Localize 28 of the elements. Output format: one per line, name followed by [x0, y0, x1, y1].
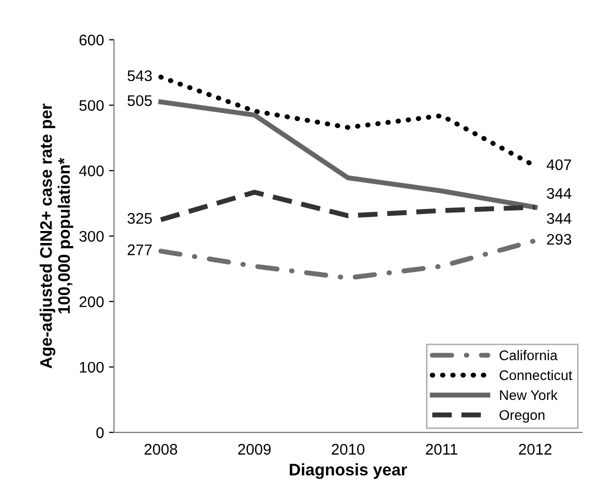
x-tick-label: 2009 — [238, 444, 271, 455]
x-tick-label: 2008 — [144, 444, 178, 455]
legend-label: New York — [500, 390, 558, 400]
y-tick-label: 300 — [79, 230, 104, 242]
x-tick-label: 2010 — [332, 444, 364, 455]
data-label: 344 — [546, 188, 572, 199]
y-tick-label: 500 — [79, 100, 104, 111]
data-label: 293 — [547, 234, 572, 245]
data-label: 407 — [546, 159, 572, 170]
legend-label: Oregon — [500, 410, 544, 423]
y-axis-title: Age-adjusted CIN2+ case rate per 100,000 population* — [40, 104, 74, 368]
line-series — [158, 238, 538, 280]
data-label: 344 — [546, 213, 572, 224]
data-label: 505 — [128, 95, 152, 106]
legend-label: Connecticut — [500, 370, 572, 380]
data-label: 325 — [128, 213, 152, 224]
x-tick-label: 2012 — [518, 444, 552, 455]
y-tick-label: 600 — [80, 34, 104, 46]
x-tick-label: 2011 — [426, 444, 458, 455]
y-tick-label: 0 — [96, 427, 104, 438]
data-label: 543 — [128, 70, 152, 82]
legend-label: California — [500, 350, 558, 360]
x-axis-title: Diagnosis year — [290, 463, 408, 479]
y-tick-label: 400 — [79, 166, 104, 176]
y-tick-label: 200 — [80, 296, 104, 308]
y-tick-label: 100 — [80, 362, 104, 373]
line-series — [158, 99, 538, 210]
data-label: 277 — [128, 244, 152, 256]
